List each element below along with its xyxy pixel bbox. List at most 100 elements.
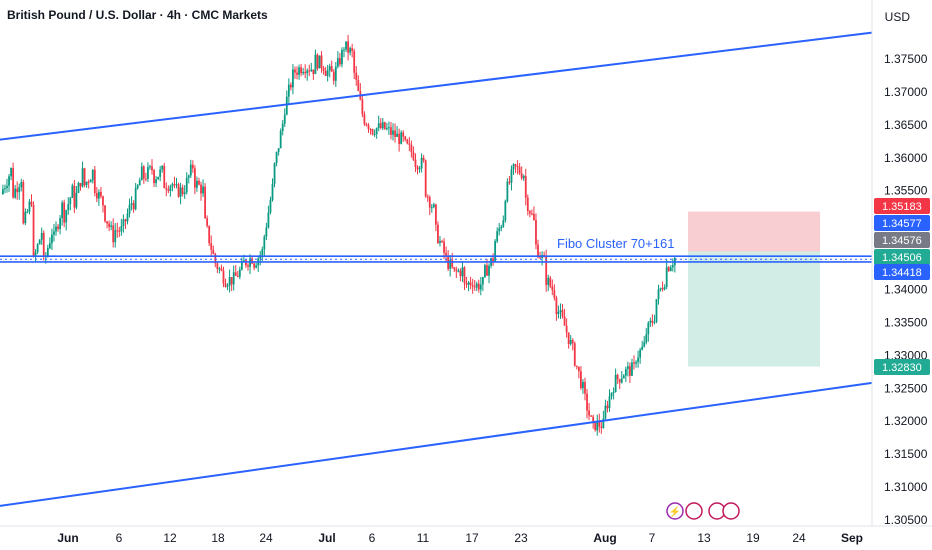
candle-body xyxy=(663,287,666,290)
candle-body xyxy=(637,357,639,363)
candle-body xyxy=(604,405,607,419)
candle-body xyxy=(67,204,70,211)
time-tick-label: 24 xyxy=(259,531,273,545)
price-tick-label: 1.36500 xyxy=(884,118,928,132)
candle-body xyxy=(575,365,578,367)
candle-body xyxy=(102,196,104,206)
candle-body xyxy=(565,325,568,333)
candle-body xyxy=(183,192,186,194)
candle-body xyxy=(410,144,413,153)
candle-body xyxy=(614,374,617,393)
candle-body xyxy=(320,55,323,69)
price-tick-label: 1.37000 xyxy=(884,85,928,99)
candle-body xyxy=(567,332,570,345)
candle-body xyxy=(155,179,157,184)
candle-body xyxy=(367,125,370,130)
time-tick-label: Sep xyxy=(841,531,863,545)
candle-body xyxy=(653,321,656,323)
candle-body xyxy=(142,166,145,179)
candle-body xyxy=(191,164,194,169)
candle-body xyxy=(420,157,423,169)
candle-body xyxy=(267,212,270,228)
time-tick-label: 11 xyxy=(417,531,430,545)
candle-body xyxy=(635,362,637,364)
candle-body xyxy=(116,230,119,232)
candle-body xyxy=(36,244,39,253)
price-badge[interactable] xyxy=(874,232,930,248)
time-tick-label: Aug xyxy=(593,531,616,545)
currency-label[interactable]: USD xyxy=(884,10,910,24)
candle-body xyxy=(494,241,497,262)
candle-body xyxy=(61,202,64,219)
price-badge[interactable] xyxy=(874,198,930,214)
price-badge[interactable] xyxy=(874,215,930,231)
candle-body xyxy=(6,185,8,189)
candle-body xyxy=(310,69,313,72)
fibo-cluster-label[interactable]: Fibo Cluster 70+161 xyxy=(557,236,674,251)
candle-body xyxy=(32,205,35,256)
candle-body xyxy=(441,241,443,243)
price-tick-label: 1.36000 xyxy=(884,151,928,165)
candle-body xyxy=(304,71,307,74)
annotations: Fibo Cluster 70+161 xyxy=(557,236,674,251)
time-tick-label: 17 xyxy=(465,531,479,545)
candle-body xyxy=(65,210,68,223)
lightning-icon[interactable] xyxy=(666,502,684,520)
candle-body xyxy=(314,54,317,75)
candle-body xyxy=(112,225,115,243)
candle-body xyxy=(187,175,190,178)
candle-body xyxy=(149,166,151,168)
candle-body xyxy=(594,422,597,431)
upper-trend-line[interactable] xyxy=(0,31,873,141)
candle-body xyxy=(406,139,409,144)
candle-body xyxy=(318,55,321,69)
candle-body xyxy=(361,99,364,115)
candle-body xyxy=(469,282,472,286)
candle-body xyxy=(602,418,605,428)
candle-body xyxy=(189,164,192,176)
price-badge[interactable] xyxy=(874,249,930,265)
candle-body xyxy=(55,226,57,232)
time-axis: Jun 6 12 18 24 Jul 6 11 17 23 Aug 7 13 19 24 Sep xyxy=(0,525,932,545)
us-flag-icon[interactable] xyxy=(722,502,740,520)
time-tick-label: 13 xyxy=(697,531,711,545)
candle-body xyxy=(610,392,613,397)
lower-trend-line[interactable] xyxy=(0,381,873,507)
candle-body xyxy=(263,236,266,250)
candle-body xyxy=(608,396,611,409)
candle-body xyxy=(520,173,523,179)
candle-body xyxy=(126,213,129,222)
price-badge[interactable] xyxy=(874,359,930,375)
price-badge[interactable] xyxy=(874,264,930,280)
candle-body xyxy=(355,72,358,80)
candle-body xyxy=(434,204,437,225)
candle-body xyxy=(577,366,580,372)
candle-body xyxy=(645,334,648,343)
candle-body xyxy=(63,202,66,223)
candle-body xyxy=(471,285,474,287)
candle-body xyxy=(437,224,439,244)
price-badge-label: 1.35183 xyxy=(882,201,922,213)
candle-body xyxy=(283,114,286,124)
candle-body xyxy=(332,71,335,81)
uk-flag-icon[interactable] xyxy=(685,502,703,520)
candle-body xyxy=(281,123,284,132)
candle-body xyxy=(353,51,356,73)
candle-body xyxy=(655,299,658,322)
candle-body xyxy=(661,288,664,290)
candle-body xyxy=(255,265,258,268)
chart-title: British Pound / U.S. Dollar · 4h · CMC M… xyxy=(7,8,268,22)
take-profit-zone[interactable] xyxy=(688,251,820,367)
stop-loss-zone[interactable] xyxy=(688,211,820,252)
candle-body xyxy=(108,223,111,227)
candle-body xyxy=(224,283,227,287)
candle-body xyxy=(247,265,249,267)
candle-body xyxy=(97,191,100,199)
candle-body xyxy=(132,203,135,210)
candle-body xyxy=(453,267,456,270)
candle-body xyxy=(285,96,288,115)
candle-body xyxy=(275,152,278,164)
candle-body xyxy=(330,66,333,72)
